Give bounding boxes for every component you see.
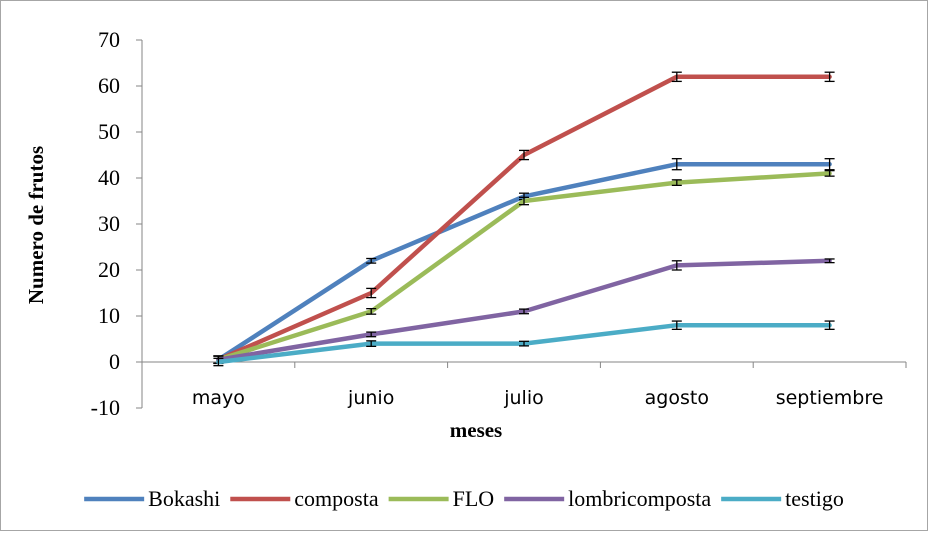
legend-label: composta bbox=[294, 486, 379, 511]
error-bar bbox=[671, 71, 682, 83]
error-bar bbox=[671, 320, 682, 330]
y-tick-label: 30 bbox=[98, 211, 120, 236]
error-bar bbox=[519, 149, 529, 161]
error-bar bbox=[824, 320, 835, 330]
error-bar bbox=[824, 158, 835, 171]
legend-label: FLO bbox=[453, 486, 495, 511]
y-tick-label: 20 bbox=[98, 257, 120, 282]
error-bar bbox=[671, 260, 682, 271]
y-tick-label: 70 bbox=[98, 27, 120, 52]
error-bar bbox=[671, 179, 682, 187]
error-bar bbox=[366, 331, 377, 338]
y-tick-label: 40 bbox=[98, 165, 120, 190]
error-bar bbox=[366, 287, 377, 299]
legend-label: testigo bbox=[785, 486, 844, 511]
y-tick-label: -10 bbox=[91, 395, 120, 420]
error-bar bbox=[824, 258, 835, 264]
error-bar bbox=[824, 71, 835, 83]
y-tick-label: 0 bbox=[109, 349, 120, 374]
x-tick-label: septiembre bbox=[776, 387, 884, 409]
error-bar bbox=[824, 169, 835, 177]
y-tick-label: 50 bbox=[98, 119, 120, 144]
x-tick-label: mayo bbox=[192, 387, 245, 409]
y-axis-title: Numero de frutos bbox=[24, 146, 48, 304]
error-bar bbox=[671, 158, 682, 171]
x-axis-title: meses bbox=[450, 418, 502, 442]
y-tick-label: 60 bbox=[98, 73, 120, 98]
legend-label: Bokashi bbox=[148, 486, 220, 511]
legend-label: lombricomposta bbox=[568, 486, 711, 511]
x-tick-label: julio bbox=[503, 387, 544, 409]
x-tick-label: agosto bbox=[645, 387, 709, 409]
error-bar bbox=[519, 308, 529, 315]
error-bar bbox=[366, 340, 377, 348]
error-bar bbox=[519, 340, 529, 347]
error-bar bbox=[366, 257, 377, 264]
error-bar bbox=[366, 307, 377, 315]
error-bar bbox=[213, 357, 224, 367]
x-tick-label: junio bbox=[347, 387, 394, 409]
legend: Bokashi composta FLO lombricomposta testigo bbox=[84, 486, 844, 511]
error-bar bbox=[519, 196, 529, 206]
y-tick-label: 10 bbox=[98, 303, 120, 328]
